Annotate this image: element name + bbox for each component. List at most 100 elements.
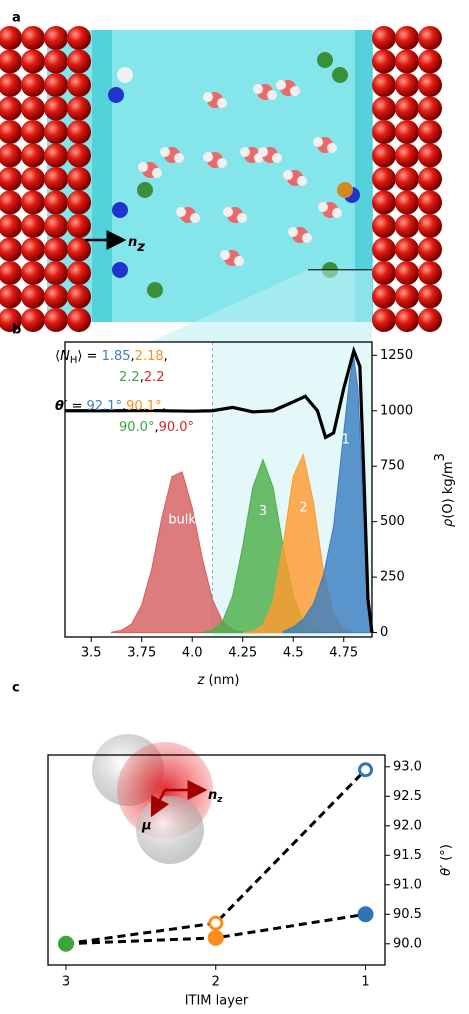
y-tick-label: 90.5 bbox=[393, 907, 422, 922]
wall-atom bbox=[418, 49, 442, 74]
ion bbox=[137, 182, 153, 198]
zoom-connector bbox=[150, 270, 372, 342]
hydrogen bbox=[203, 152, 213, 162]
wall-atom bbox=[372, 143, 396, 168]
wall-atom bbox=[395, 284, 419, 309]
wall-atom bbox=[372, 26, 396, 50]
point bbox=[57, 935, 74, 952]
wall-atom bbox=[44, 26, 68, 50]
wall-atom bbox=[44, 167, 68, 191]
series-label: bulk bbox=[168, 513, 196, 528]
wall-atom bbox=[395, 237, 419, 262]
series-label: 2 bbox=[299, 500, 307, 515]
wall-atom bbox=[67, 261, 91, 285]
wall-atom bbox=[0, 143, 22, 168]
wall-atom bbox=[67, 214, 91, 238]
nh-annotation-part: , bbox=[140, 370, 144, 385]
wall-atom bbox=[21, 167, 45, 191]
wall-atom bbox=[372, 96, 396, 121]
y-tick-label: 1000 bbox=[380, 403, 413, 418]
wall-atom bbox=[21, 308, 45, 332]
nh-annotation-part: ⟨ bbox=[55, 349, 60, 364]
nh-annotation-part: 2.2 bbox=[144, 370, 165, 385]
density-line bbox=[65, 345, 374, 633]
hydrogen bbox=[332, 208, 342, 218]
wall-atom bbox=[395, 214, 419, 238]
series-label: 3 bbox=[259, 504, 267, 519]
wall-atom bbox=[395, 190, 419, 215]
hydrogen bbox=[276, 80, 286, 90]
y-axis-label-part: 3 bbox=[433, 453, 448, 461]
y-tick-label: 93.0 bbox=[393, 759, 422, 774]
hydrogen bbox=[217, 98, 227, 108]
hydrogen bbox=[283, 170, 293, 180]
y-axis-label-part: (O) kg/m bbox=[441, 461, 456, 518]
wall-atom bbox=[372, 190, 396, 215]
hydrogen bbox=[297, 176, 307, 186]
wall-atom bbox=[21, 120, 45, 144]
wall-atom bbox=[395, 49, 419, 74]
nh-annotation-part: ⟩ = bbox=[77, 349, 101, 364]
wall-atom bbox=[0, 96, 22, 121]
wall-atom bbox=[21, 96, 45, 121]
wall-atom bbox=[44, 214, 68, 238]
y-tick-label: 91.5 bbox=[393, 848, 422, 863]
point bbox=[207, 929, 224, 946]
hydrogen bbox=[176, 207, 186, 217]
hydrogen bbox=[272, 153, 282, 163]
wall-atom bbox=[395, 73, 419, 97]
inset-label: nz bbox=[208, 788, 223, 805]
wall-atom bbox=[44, 190, 68, 215]
nh-annotation-part: , bbox=[131, 349, 135, 364]
wall-atom bbox=[395, 143, 419, 168]
wall-atom bbox=[67, 49, 91, 74]
wall-atom bbox=[44, 284, 68, 309]
theta-annotation-part: , bbox=[154, 420, 158, 435]
theta-annotation-part: , bbox=[162, 399, 166, 414]
nh-annotation-part: 2.2 bbox=[119, 370, 140, 385]
wall-atom bbox=[418, 167, 442, 191]
normal-label: nz bbox=[128, 235, 145, 255]
inset-label-part: z bbox=[216, 795, 223, 805]
wall-atom bbox=[0, 261, 22, 285]
hydrogen bbox=[217, 158, 227, 168]
wall-atom bbox=[372, 284, 396, 309]
nh-annotation-part: 2.18 bbox=[135, 349, 164, 364]
wall-atom bbox=[395, 308, 419, 332]
hydrogen bbox=[138, 162, 148, 172]
wall-atom bbox=[372, 73, 396, 97]
wall-atom bbox=[44, 120, 68, 144]
wall-atom bbox=[21, 73, 45, 97]
nh-annotation: 2.2,2.2 bbox=[119, 370, 165, 385]
y-tick-label: 750 bbox=[380, 459, 405, 474]
nh-annotation: ⟨NH⟩ = 1.85,2.18, bbox=[55, 349, 168, 367]
panel-label: c bbox=[12, 681, 20, 696]
wall-atom bbox=[67, 284, 91, 309]
wall-atom bbox=[67, 26, 91, 50]
y-tick-label: 91.0 bbox=[393, 877, 422, 892]
y-tick-label: 90.0 bbox=[393, 936, 422, 951]
wall-atom bbox=[0, 284, 22, 309]
wall-atom bbox=[372, 120, 396, 144]
inset-arrow bbox=[150, 789, 169, 818]
wall-atom bbox=[21, 214, 45, 238]
hydrogen bbox=[237, 213, 247, 223]
x-tick-label: 4.25 bbox=[228, 646, 257, 661]
hydrogen bbox=[327, 143, 337, 153]
plot-frame bbox=[47, 754, 386, 966]
nh-annotation-part: H bbox=[70, 355, 78, 366]
wall-atom bbox=[0, 214, 22, 238]
point bbox=[358, 762, 374, 778]
point bbox=[357, 906, 374, 923]
wall-atom bbox=[0, 73, 22, 97]
y-tick-label: 1250 bbox=[380, 348, 413, 363]
wall-atom bbox=[67, 308, 91, 332]
wall-atom bbox=[21, 143, 45, 168]
panel-b: bulk 3 2 1 3.5 3.75 4.0 4.25 4.5 4.75 0 250 500 750 10… bbox=[55, 341, 456, 688]
plot-frame bbox=[64, 341, 373, 638]
hydrogen bbox=[302, 233, 312, 243]
wall-atom bbox=[395, 120, 419, 144]
theta-annotation: θ′ = 92.1°,90.1°, bbox=[55, 399, 166, 414]
x-tick-label: 3 bbox=[62, 975, 70, 990]
wall-atom bbox=[418, 73, 442, 97]
